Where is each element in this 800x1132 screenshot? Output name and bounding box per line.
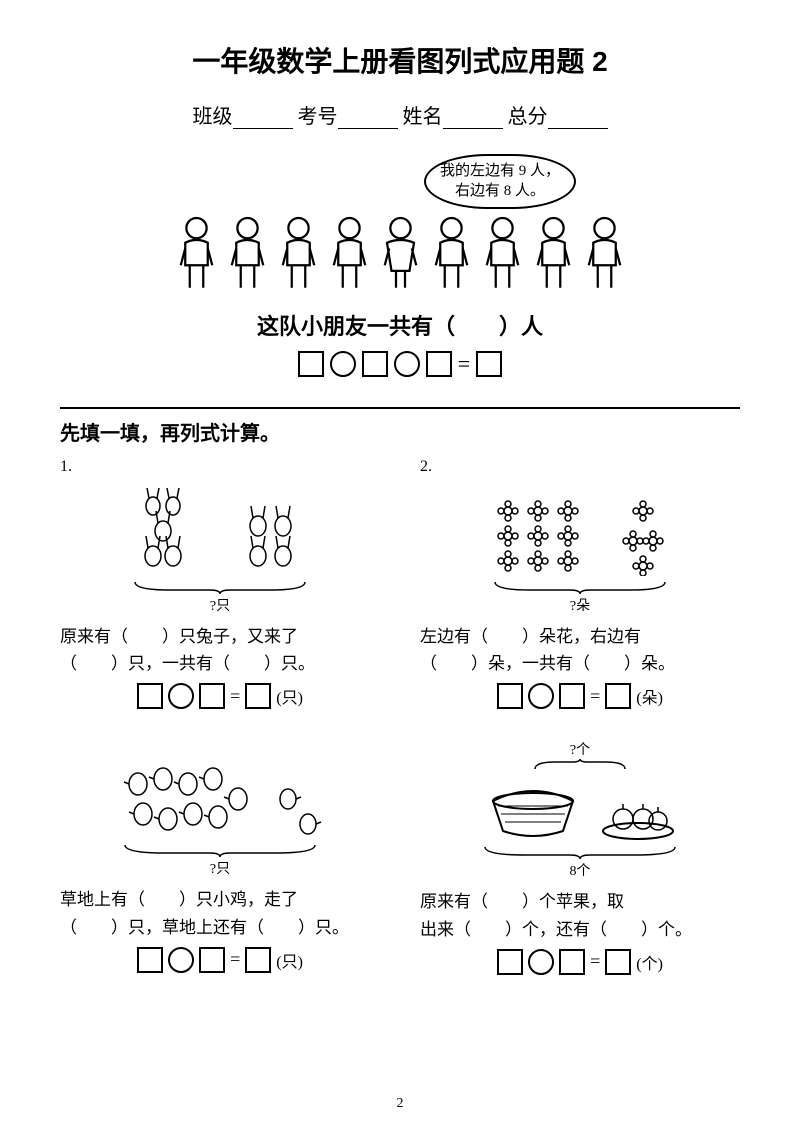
equals-sign: = [230, 686, 240, 707]
problems-grid: 1. ?只 [60, 456, 740, 975]
problem-2: 2. [420, 456, 740, 709]
equation-line: = (个) [420, 949, 740, 975]
rabbits-picture [60, 476, 380, 576]
square-box[interactable] [559, 683, 585, 709]
speech-line1: 我的左边有 9 人， [440, 162, 560, 182]
basket-icon [483, 776, 583, 841]
top-brace-label: ?个 [420, 739, 740, 771]
square-box[interactable] [137, 947, 163, 973]
problem-1: 1. ?只 [60, 456, 380, 709]
info-line: 班级 考号 姓名 总分 [60, 100, 740, 129]
circle-box[interactable] [528, 949, 554, 975]
square-box[interactable] [137, 683, 163, 709]
equals-sign: = [590, 686, 600, 707]
equation-line: = (朵) [420, 683, 740, 709]
square-box[interactable] [497, 949, 523, 975]
class-blank[interactable] [233, 109, 293, 129]
equation-line: = (只) [60, 947, 380, 973]
brace-label: ?只 [60, 843, 380, 878]
problem-text: 原来有（ ）个苹果，取 出来（ ）个，还有（ ）个。 [420, 888, 740, 942]
kid-icon [429, 214, 474, 294]
equals-sign: = [458, 351, 470, 377]
circle-box[interactable] [394, 351, 420, 377]
problem-number: 1. [60, 458, 72, 475]
kid-icon [174, 214, 219, 294]
square-box[interactable] [298, 351, 324, 377]
q1-question-text: 这队小朋友一共有（ ）人 [60, 309, 740, 341]
problem-text: 草地上有（ ）只小鸡，走了 （ ）只，草地上还有（ ）只。 [60, 886, 380, 940]
apples-plate-icon [598, 791, 678, 841]
chicks-picture [60, 739, 380, 839]
flower-group-icon [493, 496, 603, 576]
kid-icon [480, 214, 525, 294]
unit-label: (只) [276, 684, 303, 708]
circle-box[interactable] [528, 683, 554, 709]
square-box[interactable] [199, 947, 225, 973]
rabbit-group-icon [243, 486, 303, 576]
name-label: 姓名 [403, 106, 443, 128]
unit-label: (只) [276, 948, 303, 972]
problem-4: ?个 8个 原来有（ ）个苹果，取 出来（ ）个，还有（ ）个。 [420, 739, 740, 974]
square-box[interactable] [362, 351, 388, 377]
unit-label: (个) [636, 950, 663, 974]
square-box[interactable] [605, 949, 631, 975]
brace-label: ?朵 [420, 580, 740, 615]
kid-icon [276, 214, 321, 294]
q1-equation: = [60, 351, 740, 377]
score-label: 总分 [508, 106, 548, 128]
exam-blank[interactable] [338, 109, 398, 129]
brace-label: ?只 [60, 580, 380, 615]
page-title: 一年级数学上册看图列式应用题 2 [60, 40, 740, 80]
page-number: 2 [397, 1096, 404, 1112]
circle-box[interactable] [330, 351, 356, 377]
problem-number: 2. [420, 458, 432, 475]
kid-icon [378, 214, 423, 294]
square-box[interactable] [476, 351, 502, 377]
kids-row [60, 214, 740, 294]
kid-icon [531, 214, 576, 294]
class-label: 班级 [193, 106, 233, 128]
flowers-picture [420, 476, 740, 576]
brace-label: 8个 [420, 845, 740, 880]
equals-sign: = [590, 951, 600, 972]
circle-box[interactable] [168, 947, 194, 973]
square-box[interactable] [245, 683, 271, 709]
speech-bubble: 我的左边有 9 人， 右边有 8 人。 [424, 154, 576, 209]
section-header: 先填一填，再列式计算。 [60, 407, 740, 446]
rabbit-group-icon [138, 486, 228, 576]
square-box[interactable] [559, 949, 585, 975]
unit-label: (朵) [636, 684, 663, 708]
question-1: 我的左边有 9 人， 右边有 8 人。 这队小朋友一共有（ ）人 = [60, 154, 740, 377]
square-box[interactable] [426, 351, 452, 377]
name-blank[interactable] [443, 109, 503, 129]
score-blank[interactable] [548, 109, 608, 129]
square-box[interactable] [497, 683, 523, 709]
chick-group-icon [273, 779, 323, 839]
kid-icon [582, 214, 627, 294]
speech-line2: 右边有 8 人。 [440, 182, 560, 202]
equals-sign: = [230, 949, 240, 970]
square-box[interactable] [245, 947, 271, 973]
circle-box[interactable] [168, 683, 194, 709]
problem-text: 原来有（ ）只兔子，又来了 （ ）只，一共有（ ）只。 [60, 623, 380, 677]
square-box[interactable] [199, 683, 225, 709]
equation-line: = (只) [60, 683, 380, 709]
problem-3: ?只 草地上有（ ）只小鸡，走了 （ ）只，草地上还有（ ）只。 = (只) [60, 739, 380, 974]
kid-icon [327, 214, 372, 294]
square-box[interactable] [605, 683, 631, 709]
kid-icon [225, 214, 270, 294]
chick-group-icon [118, 759, 258, 839]
exam-label: 考号 [298, 106, 338, 128]
problem-text: 左边有（ ）朵花，右边有 （ ）朵，一共有（ ）朵。 [420, 623, 740, 677]
flower-group-icon [618, 496, 668, 576]
apples-picture [420, 771, 740, 841]
